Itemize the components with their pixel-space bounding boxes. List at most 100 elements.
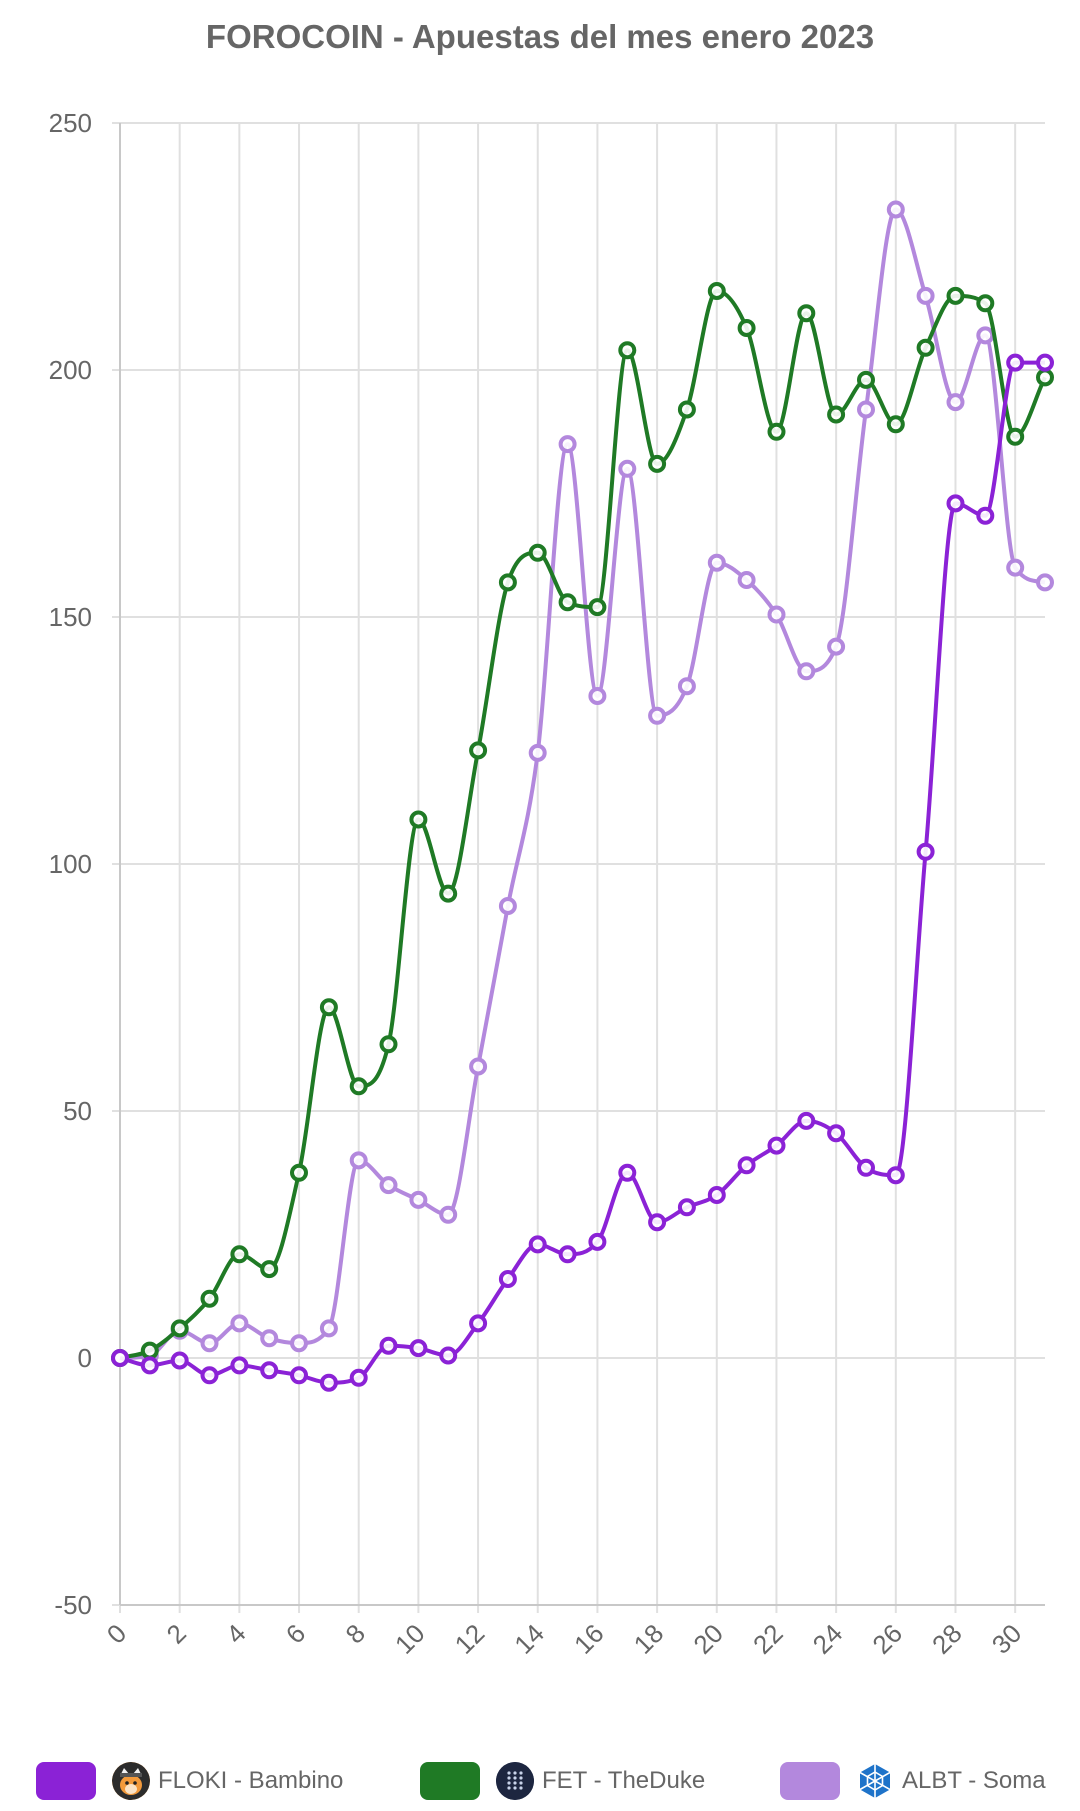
data-point-floki[interactable] [439, 1346, 458, 1365]
data-point-floki[interactable] [230, 1356, 249, 1375]
data-point-floki[interactable] [737, 1156, 756, 1175]
data-point-fet[interactable] [648, 454, 667, 473]
series-fet [111, 282, 1054, 1367]
data-point-floki[interactable] [677, 1198, 696, 1217]
legend-item-albt[interactable]: ALBT - Soma [780, 1758, 1046, 1804]
data-point-albt[interactable] [349, 1151, 368, 1170]
data-point-albt[interactable] [1036, 573, 1054, 592]
data-point-albt[interactable] [707, 553, 726, 572]
data-point-fet[interactable] [827, 405, 846, 424]
data-point-albt[interactable] [886, 200, 905, 219]
data-point-floki[interactable] [648, 1213, 667, 1232]
data-point-fet[interactable] [946, 286, 965, 305]
data-point-fet[interactable] [290, 1163, 308, 1182]
data-point-fet[interactable] [1036, 368, 1054, 387]
x-tick-label: 4 [220, 1618, 251, 1649]
data-point-fet[interactable] [767, 422, 786, 441]
data-point-floki[interactable] [767, 1136, 786, 1155]
data-point-fet[interactable] [588, 598, 607, 617]
x-tick-label: 6 [280, 1618, 311, 1649]
data-point-albt[interactable] [409, 1190, 428, 1209]
data-point-albt[interactable] [558, 435, 577, 454]
data-point-albt[interactable] [498, 897, 517, 915]
data-point-albt[interactable] [439, 1205, 458, 1224]
data-point-albt[interactable] [588, 687, 607, 705]
data-point-floki[interactable] [260, 1361, 279, 1380]
legend-item-fet[interactable]: FET - TheDuke [420, 1758, 705, 1804]
data-point-fet[interactable] [260, 1260, 279, 1279]
data-point-fet[interactable] [140, 1341, 159, 1360]
data-point-floki[interactable] [886, 1166, 905, 1185]
data-point-albt[interactable] [528, 743, 547, 762]
data-point-fet[interactable] [319, 998, 338, 1017]
data-point-albt[interactable] [976, 326, 995, 345]
legend-item-floki[interactable]: FLOKI - Bambino [36, 1758, 343, 1804]
data-point-fet[interactable] [618, 341, 637, 360]
data-point-fet[interactable] [409, 810, 428, 829]
data-point-floki[interactable] [111, 1349, 129, 1367]
legend-swatch-fet [420, 1762, 480, 1800]
data-point-fet[interactable] [379, 1035, 398, 1054]
data-point-albt[interactable] [319, 1319, 338, 1338]
data-point-floki[interactable] [409, 1339, 428, 1358]
data-point-albt[interactable] [946, 393, 965, 412]
data-point-floki[interactable] [707, 1186, 726, 1204]
data-point-floki[interactable] [319, 1373, 338, 1392]
data-point-fet[interactable] [886, 415, 905, 434]
data-point-albt[interactable] [230, 1314, 249, 1333]
data-point-floki[interactable] [618, 1163, 637, 1182]
data-point-floki[interactable] [1006, 353, 1025, 372]
data-point-albt[interactable] [260, 1329, 279, 1348]
data-point-fet[interactable] [349, 1077, 368, 1096]
data-point-albt[interactable] [1006, 558, 1025, 577]
data-point-floki[interactable] [588, 1232, 607, 1251]
data-point-floki[interactable] [1036, 353, 1054, 372]
data-point-fet[interactable] [737, 319, 756, 337]
data-point-floki[interactable] [290, 1366, 308, 1385]
data-point-albt[interactable] [916, 286, 935, 305]
data-point-floki[interactable] [827, 1124, 846, 1143]
data-point-albt[interactable] [797, 662, 816, 681]
data-point-fet[interactable] [498, 573, 517, 592]
data-point-floki[interactable] [140, 1356, 159, 1375]
data-point-floki[interactable] [797, 1111, 816, 1130]
data-point-albt[interactable] [618, 459, 637, 478]
data-point-albt[interactable] [469, 1057, 488, 1076]
data-point-fet[interactable] [528, 543, 547, 562]
data-point-fet[interactable] [976, 294, 995, 313]
data-point-floki[interactable] [976, 506, 995, 525]
data-point-albt[interactable] [200, 1334, 219, 1353]
data-point-fet[interactable] [857, 370, 875, 389]
data-point-fet[interactable] [558, 593, 577, 612]
data-point-fet[interactable] [916, 338, 935, 357]
data-point-floki[interactable] [558, 1245, 577, 1264]
data-point-fet[interactable] [200, 1289, 219, 1308]
data-point-floki[interactable] [916, 842, 935, 861]
x-tick-label: 2 [160, 1618, 191, 1649]
data-point-fet[interactable] [439, 884, 458, 903]
data-point-floki[interactable] [469, 1314, 488, 1333]
data-point-fet[interactable] [707, 282, 726, 300]
data-point-floki[interactable] [528, 1235, 547, 1254]
data-point-floki[interactable] [170, 1351, 189, 1370]
data-point-floki[interactable] [379, 1336, 398, 1355]
data-point-floki[interactable] [498, 1270, 517, 1288]
data-point-floki[interactable] [349, 1368, 368, 1387]
data-point-floki[interactable] [857, 1158, 875, 1177]
data-point-albt[interactable] [827, 637, 846, 656]
data-point-fet[interactable] [469, 741, 488, 760]
data-point-albt[interactable] [857, 400, 875, 419]
data-point-albt[interactable] [379, 1176, 398, 1195]
data-point-fet[interactable] [1006, 427, 1025, 446]
data-point-fet[interactable] [677, 400, 696, 419]
data-point-albt[interactable] [737, 571, 756, 589]
data-point-floki[interactable] [946, 494, 965, 513]
data-point-albt[interactable] [648, 706, 667, 725]
data-point-fet[interactable] [170, 1319, 189, 1338]
data-point-albt[interactable] [767, 605, 786, 624]
data-point-fet[interactable] [230, 1245, 249, 1264]
data-point-albt[interactable] [290, 1334, 308, 1353]
data-point-fet[interactable] [797, 304, 816, 323]
data-point-albt[interactable] [677, 677, 696, 696]
data-point-floki[interactable] [200, 1366, 219, 1385]
